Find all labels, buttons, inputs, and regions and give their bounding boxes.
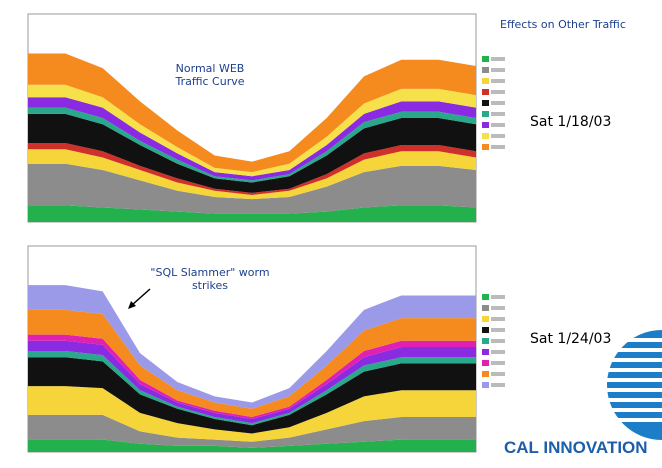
- area: [28, 163, 476, 214]
- legend-swatch: [482, 371, 489, 377]
- area: [28, 97, 476, 181]
- area: [28, 149, 476, 200]
- area: [28, 107, 476, 183]
- legend-entry: [491, 90, 505, 94]
- area: [28, 439, 476, 452]
- area: [28, 84, 476, 177]
- legend-swatch: [482, 338, 489, 344]
- legend-swatch: [482, 122, 489, 128]
- legend-entry: [491, 339, 505, 343]
- legend-swatch: [482, 67, 489, 73]
- date-label: Sat 1/24/03: [530, 331, 612, 347]
- legend-entry: [491, 68, 505, 72]
- logo-text: CAL INNOVATION: [504, 438, 648, 457]
- legend-entry: [491, 145, 505, 149]
- legend-swatch: [482, 56, 489, 62]
- area: [28, 309, 476, 417]
- legend-swatch: [482, 327, 489, 333]
- legend-swatch: [482, 360, 489, 366]
- area: [28, 142, 476, 195]
- date-label: Sat 1/18/03: [530, 114, 612, 130]
- legend-entry: [491, 101, 505, 105]
- legend-entry: [491, 79, 505, 83]
- area: [28, 414, 476, 448]
- legend-entry: [491, 123, 505, 127]
- area: [28, 386, 476, 442]
- area: [28, 334, 476, 420]
- legend-entry: [491, 112, 505, 116]
- legend-swatch: [482, 294, 489, 300]
- legend-swatch: [482, 89, 489, 95]
- legend-entry: [491, 295, 505, 299]
- area: [28, 285, 476, 409]
- legend-swatch: [482, 144, 489, 150]
- heading: Effects on Other Traffic: [500, 18, 626, 31]
- legend-entry: [491, 350, 505, 354]
- logo-mark: [600, 330, 662, 440]
- legend-swatch: [482, 100, 489, 106]
- legend-entry: [491, 328, 505, 332]
- legend-entry: [491, 57, 505, 61]
- area: [28, 340, 476, 424]
- legend-swatch: [482, 382, 489, 388]
- legend-entry: [491, 134, 505, 138]
- legend-swatch: [482, 305, 489, 311]
- legend-swatch: [482, 349, 489, 355]
- legend-swatch: [482, 111, 489, 117]
- area: [28, 53, 476, 173]
- area: [28, 357, 476, 434]
- area: [28, 351, 476, 426]
- legend-swatch: [482, 78, 489, 84]
- legend-entry: [491, 372, 505, 376]
- legend-entry: [491, 306, 505, 310]
- legend-entry: [491, 317, 505, 321]
- annotation: "SQL Slammer" worm strikes: [150, 266, 270, 292]
- arrow: [131, 288, 151, 306]
- legend-swatch: [482, 316, 489, 322]
- annotation: Normal WEB Traffic Curve: [175, 62, 245, 88]
- legend-swatch: [482, 133, 489, 139]
- legend-entry: [491, 361, 505, 365]
- arrow-head: [128, 301, 136, 309]
- legend-entry: [491, 383, 505, 387]
- area: [28, 113, 476, 193]
